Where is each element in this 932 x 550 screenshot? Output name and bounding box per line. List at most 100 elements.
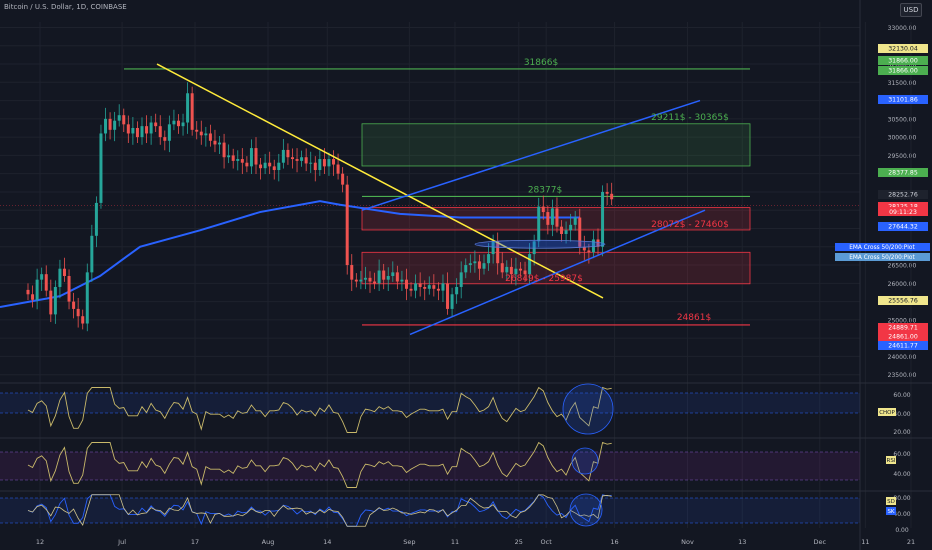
countdown-label: 09:11:23 <box>889 209 917 216</box>
price-label: 25556.76 <box>888 298 918 305</box>
chart-title: Bitcoin / U.S. Dollar, 1D, COINBASE <box>4 3 127 11</box>
x-tick-label: Aug <box>262 538 275 546</box>
ema-label: EMA Cross 50/200:Plot <box>849 255 915 261</box>
candle-body <box>473 261 477 264</box>
candle-body <box>140 126 144 138</box>
candle-body <box>450 294 454 309</box>
x-tick-label: 16 <box>610 538 618 546</box>
candle-body <box>496 241 500 264</box>
candle-body <box>44 274 48 291</box>
candle-body <box>532 241 536 255</box>
price-label: 31866.00 <box>888 68 918 75</box>
candle-body <box>236 159 240 161</box>
candle-body <box>313 162 317 171</box>
candle-body <box>154 122 158 127</box>
candle-body <box>541 206 545 213</box>
candle-body <box>414 283 418 291</box>
price-label: 32130.04 <box>888 46 918 53</box>
price-label-bg <box>878 341 928 350</box>
indicator-tag-bg <box>886 507 896 515</box>
y-tick-label: 30000.00 <box>888 135 917 142</box>
candle-body <box>231 155 235 161</box>
indicator-tag: CHOP <box>879 410 895 416</box>
candle-body <box>117 115 121 121</box>
candle-body <box>418 283 422 287</box>
x-tick-label: 14 <box>323 538 331 546</box>
candle-body <box>336 164 340 174</box>
candle-body <box>505 266 509 273</box>
candle-body <box>245 162 249 167</box>
candle-body <box>218 142 222 145</box>
candle-body <box>359 279 363 282</box>
candle-body <box>99 133 103 203</box>
candle-body <box>249 148 253 167</box>
highlight-circle <box>571 447 599 475</box>
candle-body <box>145 126 149 134</box>
candle-body <box>31 294 35 300</box>
candle-body <box>591 239 595 253</box>
level-annotation: 26849$ - 25987$ <box>505 274 583 284</box>
highlight-circle <box>562 383 614 435</box>
candle-body <box>122 115 126 125</box>
price-label-bg <box>878 202 928 211</box>
x-tick-label: Oct <box>541 538 553 546</box>
candle-body <box>573 217 577 225</box>
candle-body <box>391 272 395 277</box>
candle-body <box>213 140 217 145</box>
y-tick-label: 31500.00 <box>888 80 917 87</box>
candle-body <box>514 268 518 275</box>
x-tick-label: 11 <box>451 538 459 546</box>
candle-body <box>81 316 85 324</box>
candle-body <box>555 208 559 227</box>
level-annotation: 29211$ - 30365$ <box>651 113 729 123</box>
candle-body <box>537 206 541 242</box>
indicator-tag: SK <box>887 509 894 515</box>
candle-body <box>304 157 308 164</box>
candle-body <box>578 217 582 247</box>
oscillator-line <box>27 441 612 488</box>
indicator-tick: 60.00 <box>893 392 910 399</box>
candle-body <box>373 281 377 284</box>
candle-body <box>409 288 413 291</box>
candle-body <box>158 126 162 138</box>
x-tick-label: 12 <box>36 538 44 546</box>
candle-body <box>300 157 304 161</box>
price-label: 24889.71 <box>888 325 918 332</box>
price-label: 27644.32 <box>888 224 918 231</box>
x-tick-label: Jul <box>117 538 126 546</box>
candle-body <box>149 122 153 134</box>
candle-body <box>382 270 386 280</box>
candle-body <box>108 118 112 130</box>
price-label-bg <box>878 222 928 231</box>
price-label: 28377.85 <box>888 170 918 177</box>
candle-body <box>523 270 527 275</box>
x-tick-label: Dec <box>813 538 826 546</box>
candle-body <box>208 133 212 141</box>
y-tick-label: 23500.00 <box>888 372 917 379</box>
candle-body <box>423 286 427 289</box>
level-annotation: 31866$ <box>524 58 558 68</box>
candle-body <box>26 289 30 295</box>
price-label-bg <box>878 323 928 332</box>
candle-body <box>464 265 468 273</box>
candle-body <box>259 164 263 169</box>
candle-body <box>190 93 194 130</box>
oscillator-signal-line <box>27 494 612 527</box>
indicator-tag-bg <box>878 408 896 416</box>
x-tick-label: 11 <box>861 538 869 546</box>
candle-body <box>322 159 326 167</box>
y-tick-label: 30500.00 <box>888 116 917 123</box>
downtrend-line <box>156 63 604 299</box>
price-label: 31866.00 <box>888 58 918 65</box>
candle-body <box>72 301 76 309</box>
price-label-bg <box>878 332 928 341</box>
candle-body <box>35 279 39 300</box>
currency-button[interactable]: USD <box>900 3 922 17</box>
candle-body <box>163 137 167 141</box>
candle-body <box>377 270 381 284</box>
candle-body <box>222 142 226 158</box>
candle-body <box>550 208 554 225</box>
indicator-tag: RSI <box>887 458 896 464</box>
price-label-bg <box>878 168 928 177</box>
